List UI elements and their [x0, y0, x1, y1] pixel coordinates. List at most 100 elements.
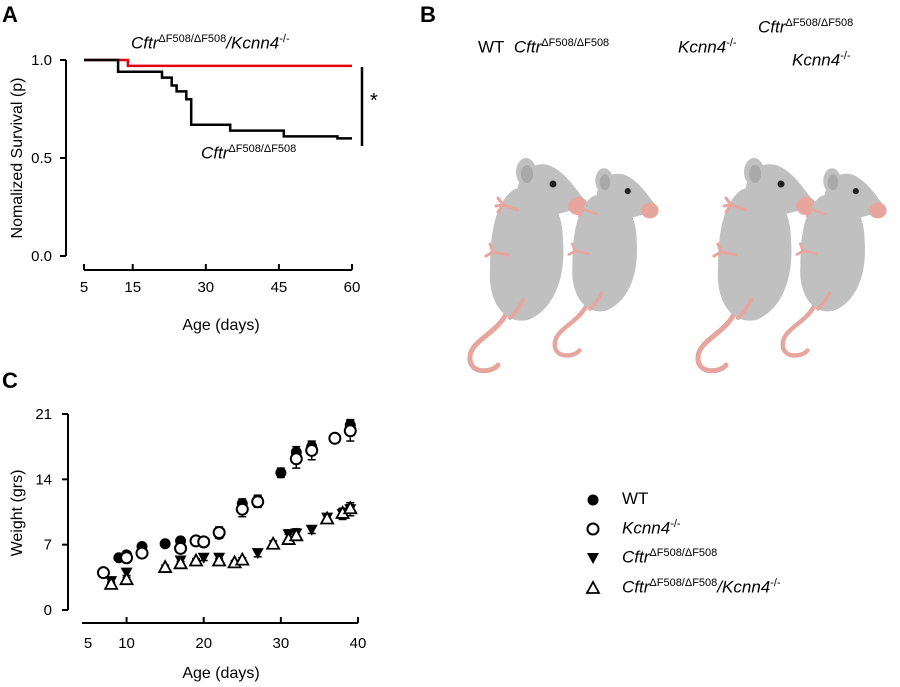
mouse-eye	[624, 188, 631, 195]
weight-point	[288, 527, 304, 542]
weight-axes	[62, 413, 359, 624]
mouse-eye	[777, 180, 785, 188]
mouse-label-kcnn4: Kcnn4-/-	[678, 37, 737, 57]
mouse-label-double-line2: Kcnn4-/-	[792, 50, 851, 70]
mouse-paw	[795, 242, 818, 256]
mouse-paw	[494, 196, 520, 214]
weight-point	[159, 538, 171, 550]
mouse-ear-inner	[599, 174, 611, 191]
legend-symbol-open-circle	[586, 522, 600, 536]
survival-axes	[60, 59, 353, 271]
mouse-snout	[869, 202, 887, 219]
weight-point	[251, 548, 264, 560]
legend-label-wt: WT	[622, 489, 649, 508]
weight-points	[96, 418, 358, 590]
panel-letter-c: C	[2, 368, 18, 393]
weight-point	[251, 495, 265, 509]
panel-letter-a: A	[2, 2, 18, 27]
survival-ylabel: Nomalized Survival (p)	[9, 78, 26, 239]
legend-label-kcnn4: Kcnn4-/-	[622, 518, 681, 538]
weight-point	[289, 452, 303, 466]
weight-point	[265, 535, 281, 550]
weight-point	[197, 535, 211, 549]
weight-chart: 0 7 14 21 5 10 20 30 40 Age (days) Weight (grs)	[9, 406, 366, 682]
weight-xlabel: Age (days)	[182, 665, 259, 682]
mouse-tail	[780, 299, 819, 358]
survival-curves	[84, 58, 352, 140]
weight-point	[173, 555, 189, 570]
weight-point	[343, 424, 357, 438]
panel-letter-b: B	[420, 2, 436, 27]
mouse-paw	[712, 242, 738, 258]
weight-xtick-label: 30	[273, 635, 290, 652]
mouse-foot	[816, 291, 832, 311]
weight-point	[319, 510, 335, 525]
survival-ytick-label: 0.5	[31, 150, 52, 167]
legend-label-cftr: CftrΔF508/ΔF508	[622, 547, 718, 567]
weight-point	[120, 551, 134, 565]
weight-point	[119, 571, 135, 586]
survival-xtick-label: 60	[344, 279, 361, 296]
mouse-eye	[852, 188, 859, 195]
mouse-body	[489, 187, 564, 321]
weight-point	[234, 551, 250, 566]
survival-xtick-label: 5	[80, 279, 88, 296]
mouse-body	[800, 194, 865, 312]
weight-point	[197, 552, 210, 564]
weight-point	[157, 559, 173, 573]
weight-point	[305, 443, 319, 457]
weight-point	[235, 502, 249, 516]
legend-symbol-filled-triangle-down	[587, 553, 599, 564]
survival-chart: 0.0 0.5 1.0 5 15 30 45 60 Age (days) Nomalized …	[9, 52, 364, 334]
mouse-paw	[576, 202, 599, 218]
survival-curve-cftr	[84, 58, 352, 140]
survival-xtick-label: 45	[271, 279, 288, 296]
weight-ytick-label: 7	[44, 537, 52, 554]
survival-ytick-label: 0.0	[31, 248, 52, 265]
survival-xtick-label: 30	[197, 279, 214, 296]
survival-curve-double-mutant	[84, 58, 352, 68]
mouse-paw	[722, 196, 748, 214]
weight-ytick-label: 14	[35, 471, 52, 488]
survival-ytick-label: 1.0	[31, 52, 52, 69]
weight-point	[342, 500, 358, 515]
weight-xtick-label: 20	[195, 635, 212, 652]
survival-xlabel: Age (days)	[182, 317, 259, 334]
weight-xtick-label: 40	[350, 635, 367, 652]
weight-point	[305, 524, 318, 536]
mouse-eye	[549, 180, 557, 188]
weight-point	[212, 526, 226, 540]
weight-point	[174, 541, 188, 555]
legend-label-double: CftrΔF508/ΔF508/Kcnn4-/-	[622, 577, 781, 597]
mouse-tail	[695, 307, 739, 374]
survival-label-double-mutant: CftrΔF508/ΔF508/Kcnn4-/-	[131, 33, 290, 53]
weight-point	[103, 575, 119, 590]
mouse-ear-inner	[827, 174, 839, 191]
mouse-body	[717, 187, 792, 321]
weight-xtick-label: 10	[118, 635, 135, 652]
survival-tick-labels: 0.0 0.5 1.0 5 15 30 45 60	[31, 52, 360, 296]
mouse-paw	[804, 202, 827, 218]
mouse-tail	[467, 307, 511, 374]
mouse-illustrations	[467, 158, 887, 374]
mouse-snout	[641, 202, 659, 219]
mouse-kcnn4	[695, 158, 816, 374]
weight-point	[328, 431, 342, 445]
legend-symbol-filled-circle	[587, 494, 599, 506]
mouse-body	[572, 194, 637, 312]
mouse-paw	[484, 242, 510, 258]
mouse-foot	[588, 291, 604, 311]
weight-point	[275, 467, 287, 479]
mouse-cftr	[552, 168, 659, 358]
weight-ytick-label: 0	[44, 602, 52, 619]
mouse-label-wt-cftr: WT CftrΔF508/ΔF508	[478, 37, 610, 57]
survival-label-cftr: CftrΔF508/ΔF508	[201, 143, 297, 163]
mouse-tail	[552, 299, 591, 358]
weight-ylabel: Weight (grs)	[9, 470, 26, 557]
weight-xtick-label: 5	[84, 635, 92, 652]
survival-xtick-label: 15	[124, 279, 141, 296]
mouse-ear-inner	[521, 165, 533, 183]
significance-asterisk: *	[370, 90, 378, 112]
weight-point	[96, 566, 110, 580]
